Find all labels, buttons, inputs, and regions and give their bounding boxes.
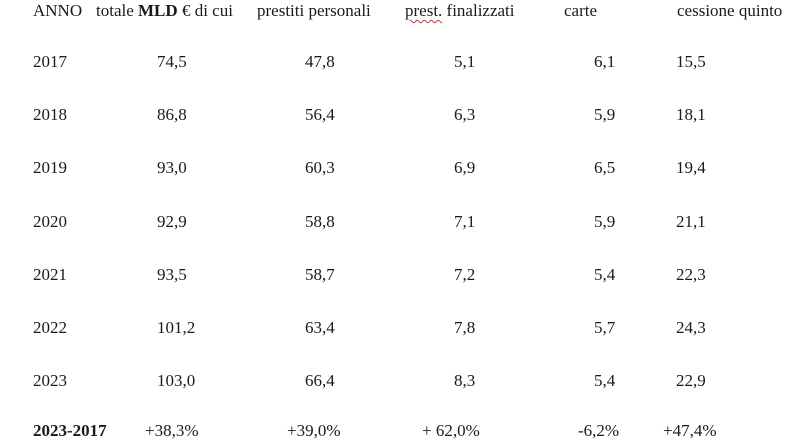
header-carte: carte (564, 1, 598, 20)
header-prest-finalizzati: prest. finalizzati (405, 1, 515, 20)
header-cessione-quinto: cessione quinto (677, 1, 783, 20)
cell-totale: 93,5 (157, 265, 187, 284)
cell-prest-finalizzati: 7,1 (454, 212, 476, 231)
cell-anno: 2022 (33, 318, 67, 337)
cell-totale: 92,9 (157, 212, 187, 231)
cell-prestiti-personali: 66,4 (305, 371, 335, 390)
cell-carte: 5,7 (594, 318, 616, 337)
cell-anno: 2023 (33, 371, 67, 390)
cell-prest-finalizzati: 7,8 (454, 318, 476, 337)
cell-totale: 74,5 (157, 52, 187, 71)
cell-anno: 2018 (33, 105, 67, 124)
cell-cessione-quinto: 22,3 (676, 265, 706, 284)
summary-cell-anno: 2023-2017 (33, 421, 107, 440)
cell-totale: 103,0 (157, 371, 196, 390)
header-totale-unit: MLD (138, 1, 178, 20)
cell-anno: 2021 (33, 265, 67, 284)
cell-prest-finalizzati: 7,2 (454, 265, 476, 284)
cell-prest-finalizzati: 5,1 (454, 52, 476, 71)
cell-anno: 2020 (33, 212, 67, 231)
cell-prestiti-personali: 58,8 (305, 212, 335, 231)
cell-anno: 2019 (33, 158, 67, 177)
cell-carte: 5,4 (594, 265, 616, 284)
cell-totale: 93,0 (157, 158, 187, 177)
summary-cell-carte: -6,2% (578, 421, 620, 440)
header-totale: totale MLD € di cui (96, 1, 233, 20)
cell-prest-finalizzati: 8,3 (454, 371, 476, 390)
summary-cell-totale: +38,3% (145, 421, 199, 440)
header-anno: ANNO (33, 1, 83, 20)
cell-prestiti-personali: 56,4 (305, 105, 335, 124)
summary-cell-cessione-quinto: +47,4% (663, 421, 717, 440)
cell-totale: 101,2 (157, 318, 196, 337)
cell-carte: 6,1 (594, 52, 616, 71)
cell-carte: 5,9 (594, 105, 616, 124)
cell-cessione-quinto: 19,4 (676, 158, 706, 177)
cell-prest-finalizzati: 6,9 (454, 158, 476, 177)
spellcheck-underlined-word: prest. (405, 1, 443, 20)
cell-cessione-quinto: 15,5 (676, 52, 706, 71)
cell-carte: 6,5 (594, 158, 616, 177)
summary-cell-prest-finalizzati: + 62,0% (422, 421, 480, 440)
cell-totale: 86,8 (157, 105, 187, 124)
cell-prestiti-personali: 60,3 (305, 158, 335, 177)
cell-cessione-quinto: 18,1 (676, 105, 706, 124)
cell-prest-finalizzati: 6,3 (454, 105, 476, 124)
cell-carte: 5,9 (594, 212, 616, 231)
cell-prestiti-personali: 58,7 (305, 265, 335, 284)
header-prestiti-personali: prestiti personali (257, 1, 371, 20)
cell-prestiti-personali: 47,8 (305, 52, 335, 71)
summary-cell-prestiti-personali: +39,0% (287, 421, 341, 440)
cell-anno: 2017 (33, 52, 67, 71)
cell-cessione-quinto: 24,3 (676, 318, 706, 337)
cell-cessione-quinto: 21,1 (676, 212, 706, 231)
cell-cessione-quinto: 22,9 (676, 371, 706, 390)
cell-prestiti-personali: 63,4 (305, 318, 335, 337)
cell-carte: 5,4 (594, 371, 616, 390)
